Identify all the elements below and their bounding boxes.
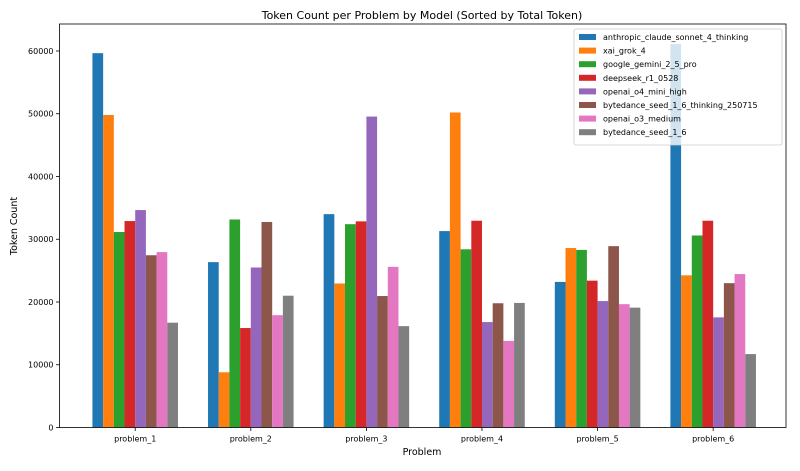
bar <box>439 231 450 428</box>
bar <box>514 302 525 428</box>
bar <box>670 44 682 428</box>
legend-swatch <box>579 74 596 81</box>
bar <box>449 112 461 428</box>
bar <box>586 280 598 428</box>
x-axis-label: Problem <box>403 447 442 458</box>
y-tick-label: 10000 <box>28 361 53 370</box>
bar <box>92 53 104 428</box>
legend-box <box>573 28 783 146</box>
bar <box>103 114 114 428</box>
x-tick-label: problem_2 <box>230 435 272 444</box>
legend-label: deepseek_r1_0528 <box>603 74 678 83</box>
bar <box>167 322 178 428</box>
bar <box>745 354 756 428</box>
bar <box>323 214 335 428</box>
y-tick-label: 20000 <box>28 298 53 307</box>
y-tick-label: 50000 <box>28 110 53 119</box>
bar <box>345 224 356 428</box>
bar <box>565 248 577 428</box>
bar <box>597 301 609 428</box>
y-tick-label: 30000 <box>28 235 53 244</box>
legend-swatch <box>579 34 596 40</box>
bar <box>460 249 472 428</box>
bar <box>702 220 714 428</box>
bar <box>366 116 378 428</box>
x-tick-label: problem_4 <box>461 435 503 444</box>
legend-swatch <box>579 129 596 136</box>
legend-label: google_gemini_2_5_pro <box>603 60 697 69</box>
bar <box>377 296 388 428</box>
bar <box>387 266 399 428</box>
bar <box>334 283 346 428</box>
bar <box>576 249 587 428</box>
bar <box>471 220 482 428</box>
bar <box>713 317 724 428</box>
y-tick-label: 40000 <box>28 172 53 181</box>
y-axis-label: Token Count <box>9 197 20 257</box>
bar <box>734 274 746 428</box>
y-tick-label: 60000 <box>28 47 53 56</box>
x-tick-label: problem_5 <box>576 435 618 444</box>
legend-swatch <box>579 115 596 122</box>
x-tick-label: problem_3 <box>345 435 387 444</box>
legend-label: anthropic_claude_sonnet_4_thinking <box>603 33 748 42</box>
legend-label: openai_o3_medium <box>603 115 681 124</box>
bar <box>681 275 692 428</box>
legend-swatch <box>579 61 596 68</box>
bar <box>208 262 219 428</box>
bar <box>156 252 168 428</box>
legend-swatch <box>579 47 596 54</box>
plot-frame <box>59 23 787 428</box>
bar <box>398 326 410 428</box>
bar <box>691 235 703 428</box>
bar <box>240 328 251 428</box>
bar <box>355 221 367 428</box>
axes-layer: 0 10000 20000 30000 40000 50000 60000 problem_1… <box>28 23 787 444</box>
bar <box>608 246 619 428</box>
bar <box>492 303 504 428</box>
legend-swatch <box>579 88 596 95</box>
bar <box>481 322 493 428</box>
y-tick-label: 0 <box>48 424 53 433</box>
legend-label: bytedance_seed_1_6 <box>603 128 687 137</box>
bar <box>272 315 283 428</box>
bar <box>503 340 515 428</box>
bar <box>124 221 136 428</box>
legend: anthropic_claude_sonnet_4_thinking xai_gr… <box>573 28 783 146</box>
chart-title: Token Count per Problem by Model (Sorted… <box>261 9 583 22</box>
bar <box>229 219 241 428</box>
bar <box>261 221 273 428</box>
bar <box>629 307 641 428</box>
bar <box>723 283 735 428</box>
bars-layer <box>92 44 756 428</box>
legend-label: bytedance_seed_1_6_thinking_250715 <box>603 101 758 110</box>
bar <box>218 372 230 428</box>
x-tick-label: problem_1 <box>114 435 156 444</box>
bar <box>282 295 294 428</box>
bar <box>618 304 630 428</box>
legend-swatch <box>579 102 596 108</box>
bar <box>135 210 146 428</box>
bar <box>145 255 157 428</box>
bar <box>113 232 125 428</box>
legend-label: xai_grok_4 <box>603 47 646 56</box>
x-tick-label: problem_6 <box>692 435 734 444</box>
bar <box>250 267 262 428</box>
bar <box>554 281 566 428</box>
legend-label: openai_o4_mini_high <box>603 87 687 96</box>
